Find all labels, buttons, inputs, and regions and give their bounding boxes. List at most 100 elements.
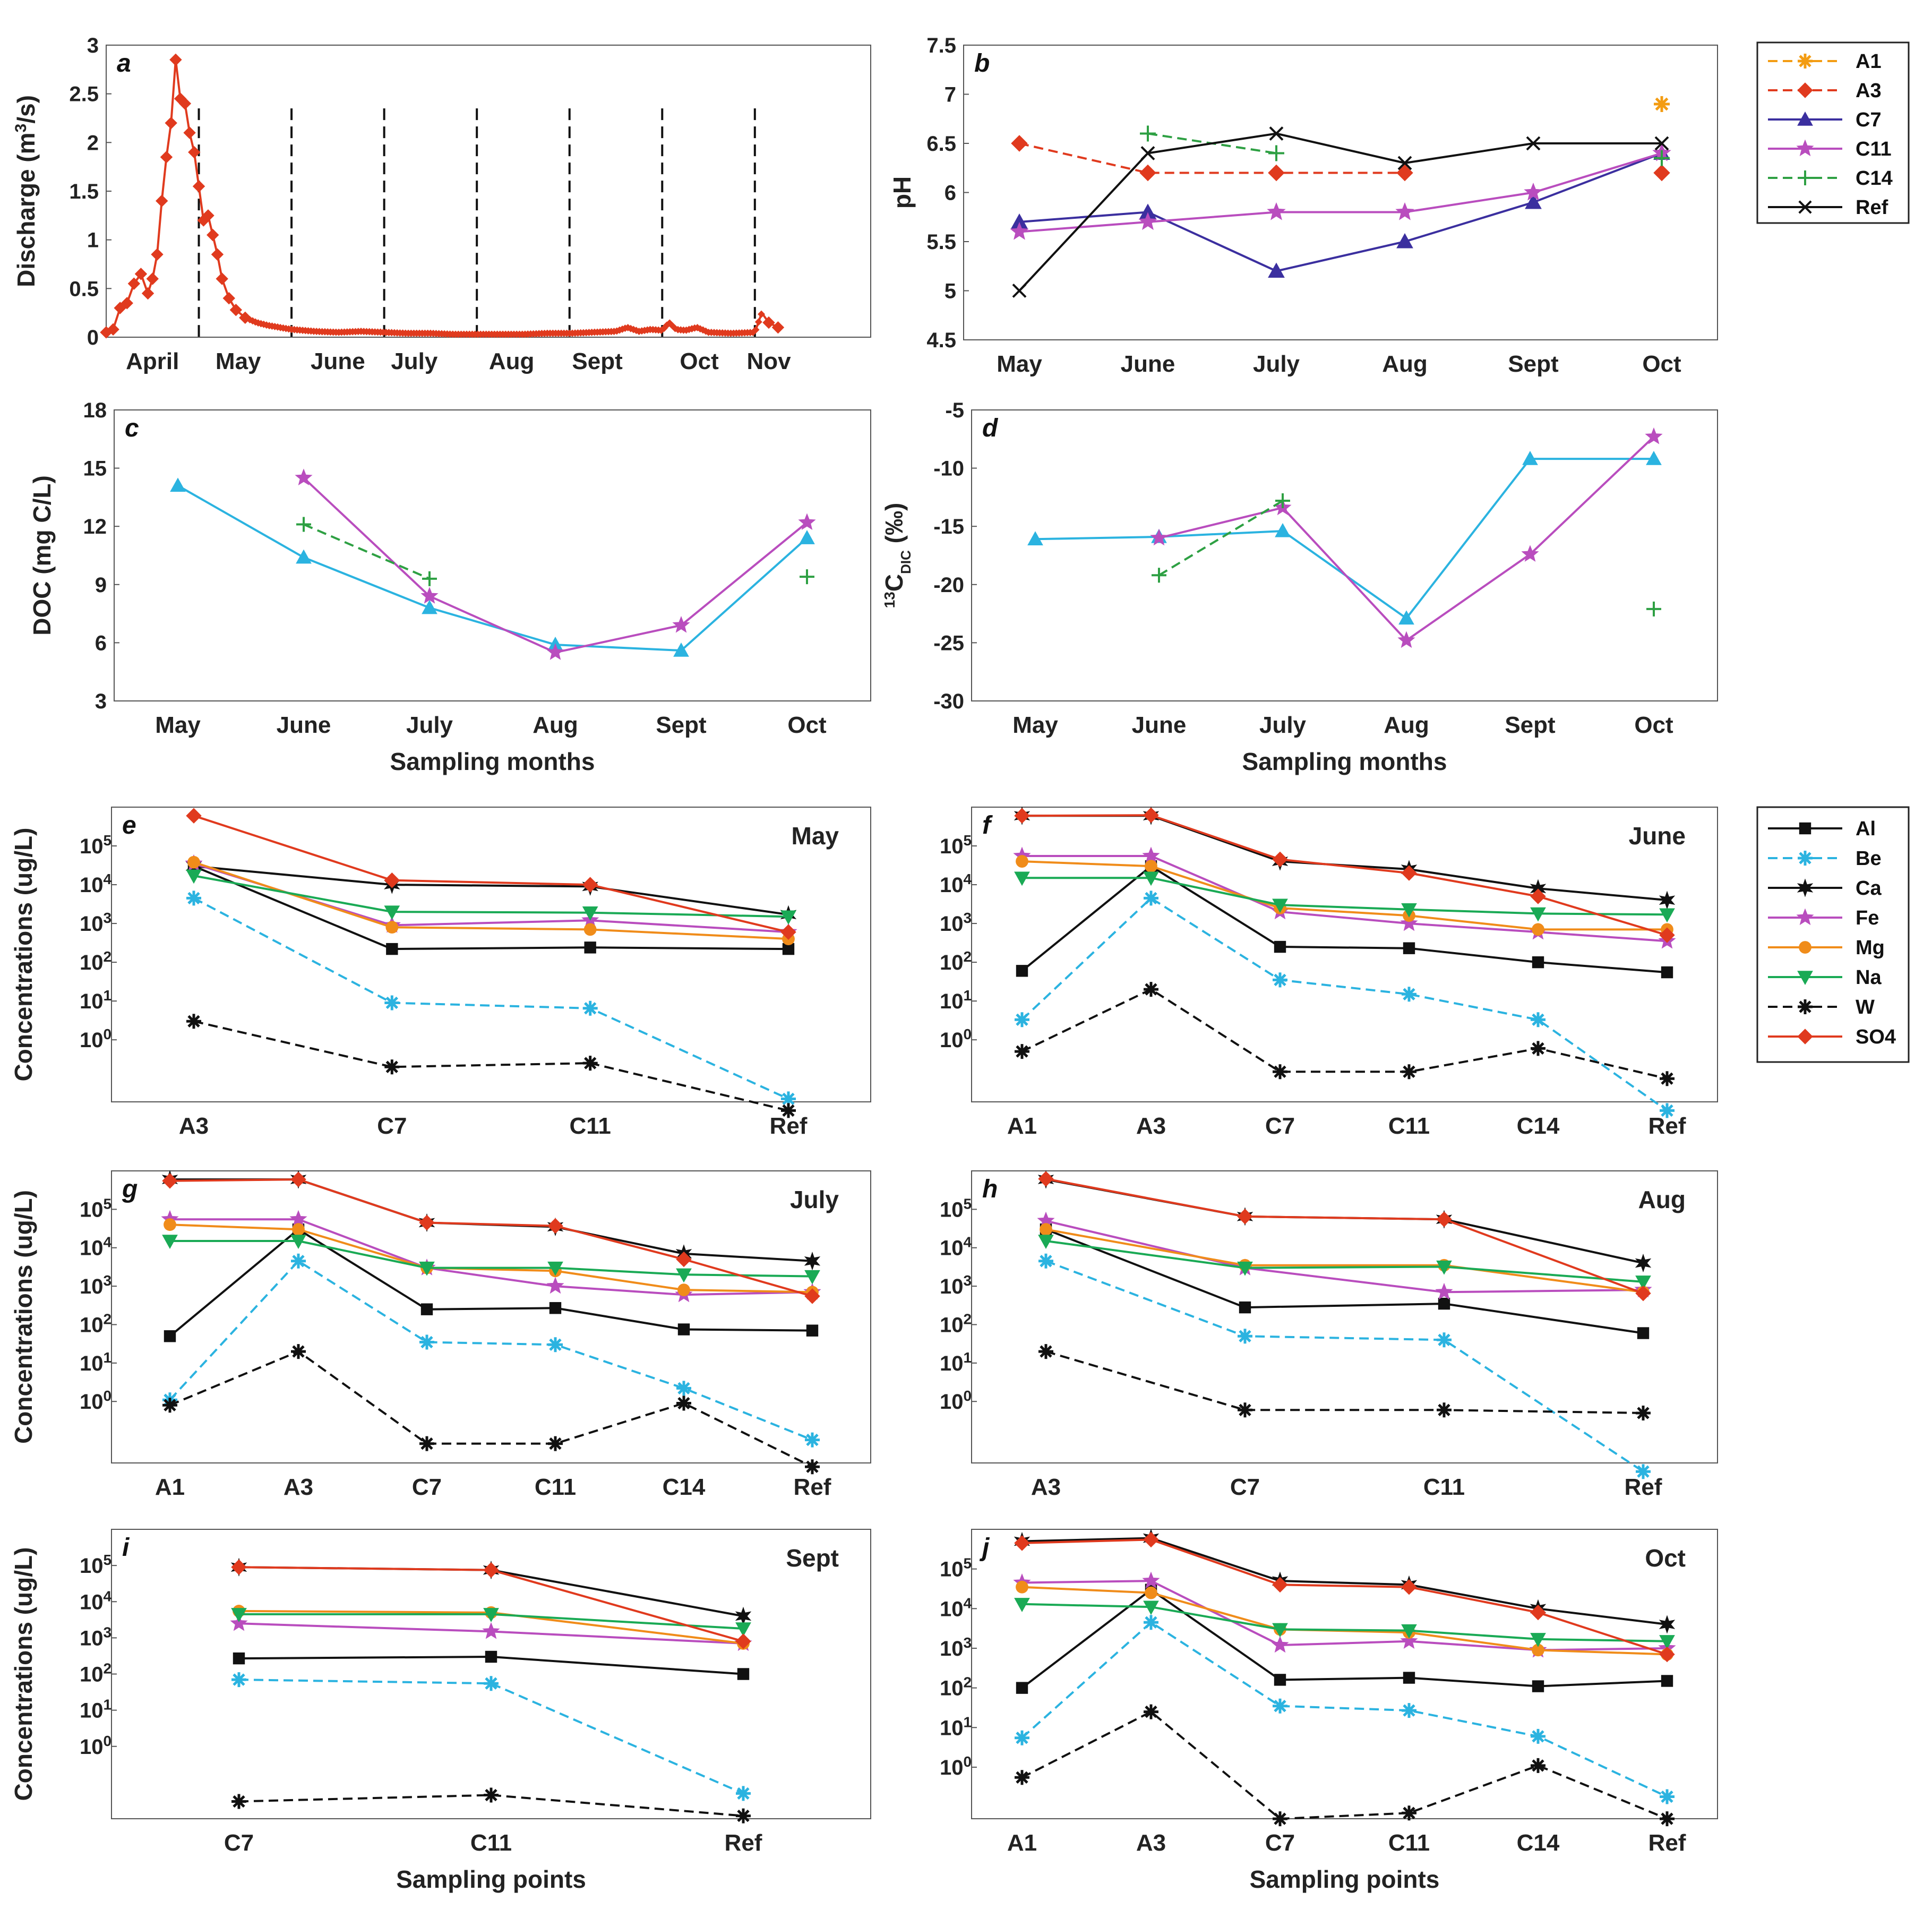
x-tick-label: June [311,348,365,374]
data-point-Na [1635,1275,1651,1290]
legend-label: C11 [1856,138,1892,160]
series-line-Mg [169,1223,813,1294]
series-line-Na [170,1240,813,1278]
data-point-Ca [1659,1615,1676,1634]
data-point-Na [1038,1235,1054,1249]
y-tick-base: 10 [80,1275,104,1298]
y-tick-exponent: 5 [104,1195,112,1212]
x-tick-label: C11 [470,1830,512,1856]
triangle-down-marker [1635,1275,1651,1290]
y-axis-label-part: Discharge (m [12,132,40,287]
y-tick-exponent: 5 [964,832,972,849]
y-tick-exponent: 0 [104,1732,112,1749]
legend-label: Fe [1856,907,1879,929]
x-marker [1140,146,1155,160]
series-line-SO4 [169,1178,813,1297]
star-marker [1395,202,1414,220]
discharge-point [151,248,164,261]
y-tick-label: 12 [83,515,107,538]
triangle-down-marker [162,1235,178,1249]
x-tick-label: Aug [489,348,535,374]
data-point-W [1660,1811,1675,1827]
y-tick-base: 10 [80,1352,104,1375]
series-line-C11 [1019,152,1662,233]
discharge-point [156,194,168,208]
data-point-Be [419,1334,434,1350]
y-tick-exponent: 3 [104,1624,112,1640]
asterisk-marker [1015,1730,1029,1745]
data-point-SO4 [804,1288,820,1304]
panel-label: e [122,811,136,840]
x-tick-label: July [406,712,453,738]
data-point-SO4 [1530,1604,1546,1621]
diamond-marker [676,1251,692,1268]
x-tick-label: A1 [155,1474,185,1500]
data-point-W [1437,1402,1452,1418]
star-marker [1150,528,1168,546]
y-tick-base: 10 [940,1352,964,1375]
x-tick-label: May [997,351,1042,377]
data-point-SO4 [186,808,202,824]
discharge-point [192,180,205,193]
data-point-W [1531,1041,1545,1056]
legend-marker [1798,170,1813,185]
y-tick-base: 10 [940,1637,964,1660]
diamond-marker [1653,164,1670,182]
star-marker [1400,914,1418,931]
data-point-Al [386,943,398,955]
asterisk-marker [1402,987,1416,1002]
y-tick-label: 0 [87,326,99,349]
discharge-point [107,323,119,336]
data-point-Be [1015,1730,1029,1745]
plus-marker [1275,493,1290,508]
triangle-down-marker [676,1268,692,1283]
plot-frame [963,45,1718,340]
series-line-Na [1022,877,1668,916]
asterisk-marker [805,1459,820,1475]
x-tick-label: C11 [1388,1830,1430,1856]
x-tick-label: Oct [787,712,827,738]
data-point-Be [384,995,400,1011]
y-tick-label: 2 [87,131,99,155]
diamond-marker [290,1171,306,1187]
data-point-Na [384,905,400,920]
data-point-SO4 [1143,807,1159,823]
series-line-Be [169,1260,813,1441]
plus-marker [1646,601,1661,617]
diamond-marker [1401,865,1417,881]
triangle-marker [1522,451,1538,465]
y-tick-base: 10 [80,1663,104,1687]
diamond-marker [222,292,235,305]
y-tick-base: 10 [80,1313,104,1337]
square-marker [1016,965,1028,977]
y-tick-label: 105 [80,832,111,859]
month-title: Sept [786,1544,839,1572]
series-line-Ref [1018,132,1662,292]
triangle-down-marker [1436,1260,1452,1275]
data-point-C7 [1398,610,1414,625]
data-point-C11 [1397,631,1415,648]
diamond-marker [1272,1577,1288,1593]
panel-a-discharge-chart: a 0 0.5 1 1.5 2 2.5 3 April May June July Aug Sept Oct… [12,34,871,374]
data-point-C7 [422,600,437,614]
triangle-down-marker [483,1608,499,1622]
y-tick-exponent: 5 [104,1552,112,1568]
data-point-W [582,1056,598,1071]
data-point-SO4 [419,1214,435,1231]
data-point-C11 [1395,202,1414,220]
series-line-Fe [1045,1220,1644,1294]
y-tick-base: 10 [940,874,964,897]
star-marker [672,616,690,633]
y-tick-label: 7.5 [926,34,956,57]
data-point-C14 [800,569,814,585]
asterisk-marker [1798,54,1813,69]
y-tick-label: 101 [80,987,111,1014]
star-marker [1524,182,1543,201]
asterisk-marker [1015,1012,1029,1028]
data-point-Al [1016,1682,1028,1694]
data-point-SO4 [483,1562,499,1578]
x-tick-label: Aug [533,712,578,738]
y-tick-label: 105 [940,1555,972,1581]
data-point-Na [186,869,202,884]
